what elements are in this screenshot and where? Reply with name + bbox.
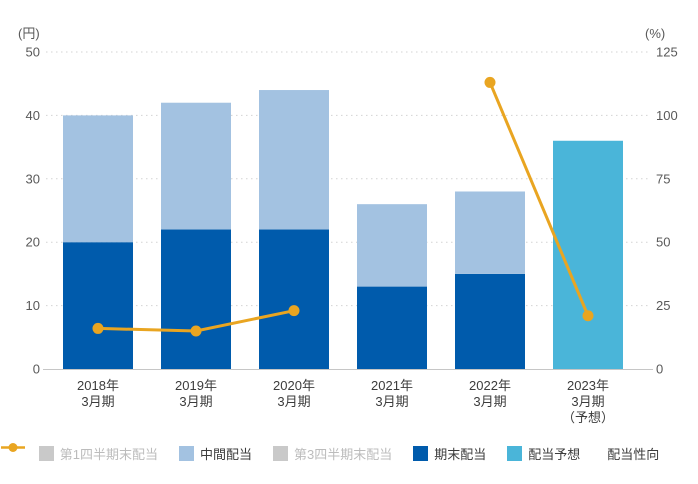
payout-ratio-point-2 (288, 305, 300, 317)
legend-swatch-forecast_dividend (507, 445, 523, 461)
x-label-1-line-1: 3月期 (179, 394, 212, 409)
x-label-2-line-0: 2020年 (273, 378, 315, 393)
x-label-0-line-1: 3月期 (81, 394, 114, 409)
x-label-4-line-1: 3月期 (473, 394, 506, 409)
left-axis-tick-50: 50 (26, 45, 40, 60)
legend-item-forecast_dividend[interactable]: 配当予想 (507, 444, 580, 463)
interim_dividend-bar-1 (161, 102, 231, 230)
legend-item-q3_dividend[interactable]: 第3四半期末配当 (272, 444, 393, 463)
legend-swatch-interim_dividend (178, 445, 194, 461)
payout-ratio-point-5 (582, 310, 594, 322)
dividend-chart-canvas: 0102030405002550751001252018年3月期2019年3月期… (26, 45, 678, 426)
left-axis-tick-20: 20 (26, 235, 40, 250)
yearend_dividend-bar-1 (161, 229, 231, 369)
interim_dividend-bar-0 (63, 115, 133, 243)
legend-label-forecast_dividend: 配当予想 (528, 446, 581, 462)
forecast_dividend-bar-5 (553, 140, 623, 369)
x-label-3-line-1: 3月期 (375, 394, 408, 409)
x-label-1-line-0: 2019年 (175, 378, 217, 393)
interim_dividend-bar-3 (357, 204, 427, 287)
yearend_dividend-bar-4 (455, 273, 525, 369)
right-axis-tick-0: 0 (656, 362, 663, 377)
left-axis-unit: (円) (18, 26, 40, 41)
right-axis-tick-100: 100 (656, 108, 678, 123)
legend-item-payout_ratio[interactable]: 配当性向 (1, 443, 660, 463)
payout-ratio-point-1 (190, 325, 202, 337)
chart-legend: 第1四半期末配当 中間配当 第3四半期末配当 期末配当 配当予想 配当性向 (0, 441, 698, 465)
x-label-5-line-0: 2023年 (567, 378, 609, 393)
interim_dividend-bar-4 (455, 191, 525, 274)
legend-label-interim_dividend: 中間配当 (199, 446, 252, 462)
payout-ratio-point-4 (484, 76, 496, 88)
right-axis-tick-75: 75 (656, 171, 670, 186)
x-label-2-line-1: 3月期 (277, 394, 310, 409)
legend-label-q3_dividend: 第3四半期末配当 (293, 446, 393, 462)
x-label-5-line-2: （予想） (562, 410, 614, 425)
legend-item-interim_dividend[interactable]: 中間配当 (178, 444, 252, 463)
legend-swatch-yearend_dividend (413, 445, 429, 461)
yearend_dividend-bar-3 (357, 286, 427, 369)
yearend_dividend-bar-2 (259, 229, 329, 369)
yearend_dividend-bar-0 (63, 242, 133, 369)
x-label-4-line-0: 2022年 (469, 378, 511, 393)
right-axis-tick-125: 125 (656, 45, 678, 60)
left-axis-tick-0: 0 (33, 362, 40, 377)
left-axis-tick-40: 40 (26, 108, 40, 123)
x-label-5-line-1: 3月期 (571, 394, 604, 409)
legend-item-yearend_dividend[interactable]: 期末配当 (413, 444, 486, 463)
legend-swatch-q1_dividend (38, 445, 54, 461)
legend-swatch-q3_dividend (272, 445, 288, 461)
right-axis-unit: (%) (645, 26, 666, 41)
legend-label-q1_dividend: 第1四半期末配当 (59, 446, 158, 462)
legend-label-payout_ratio: 配当性向 (607, 446, 660, 462)
left-axis-tick-10: 10 (26, 298, 40, 313)
interim_dividend-bar-2 (259, 90, 329, 230)
right-axis-tick-50: 50 (656, 235, 670, 250)
legend-label-yearend_dividend: 期末配当 (434, 446, 487, 462)
x-label-3-line-0: 2021年 (371, 378, 413, 393)
legend-item-q1_dividend[interactable]: 第1四半期末配当 (38, 444, 158, 463)
right-axis-tick-25: 25 (656, 298, 670, 313)
left-axis-tick-30: 30 (26, 171, 40, 186)
payout-ratio-point-0 (92, 322, 104, 334)
x-label-0-line-0: 2018年 (77, 378, 119, 393)
